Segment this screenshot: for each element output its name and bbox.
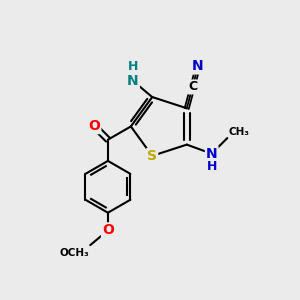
Text: H: H [128, 60, 138, 73]
Text: C: C [188, 80, 197, 93]
Text: N: N [127, 74, 139, 88]
Text: O: O [102, 224, 114, 237]
Text: H: H [206, 160, 217, 173]
Text: N: N [206, 147, 218, 161]
Text: CH₃: CH₃ [229, 127, 250, 136]
Text: N: N [192, 59, 204, 74]
Text: O: O [88, 119, 100, 133]
Text: S: S [147, 149, 157, 163]
Text: OCH₃: OCH₃ [59, 248, 89, 258]
